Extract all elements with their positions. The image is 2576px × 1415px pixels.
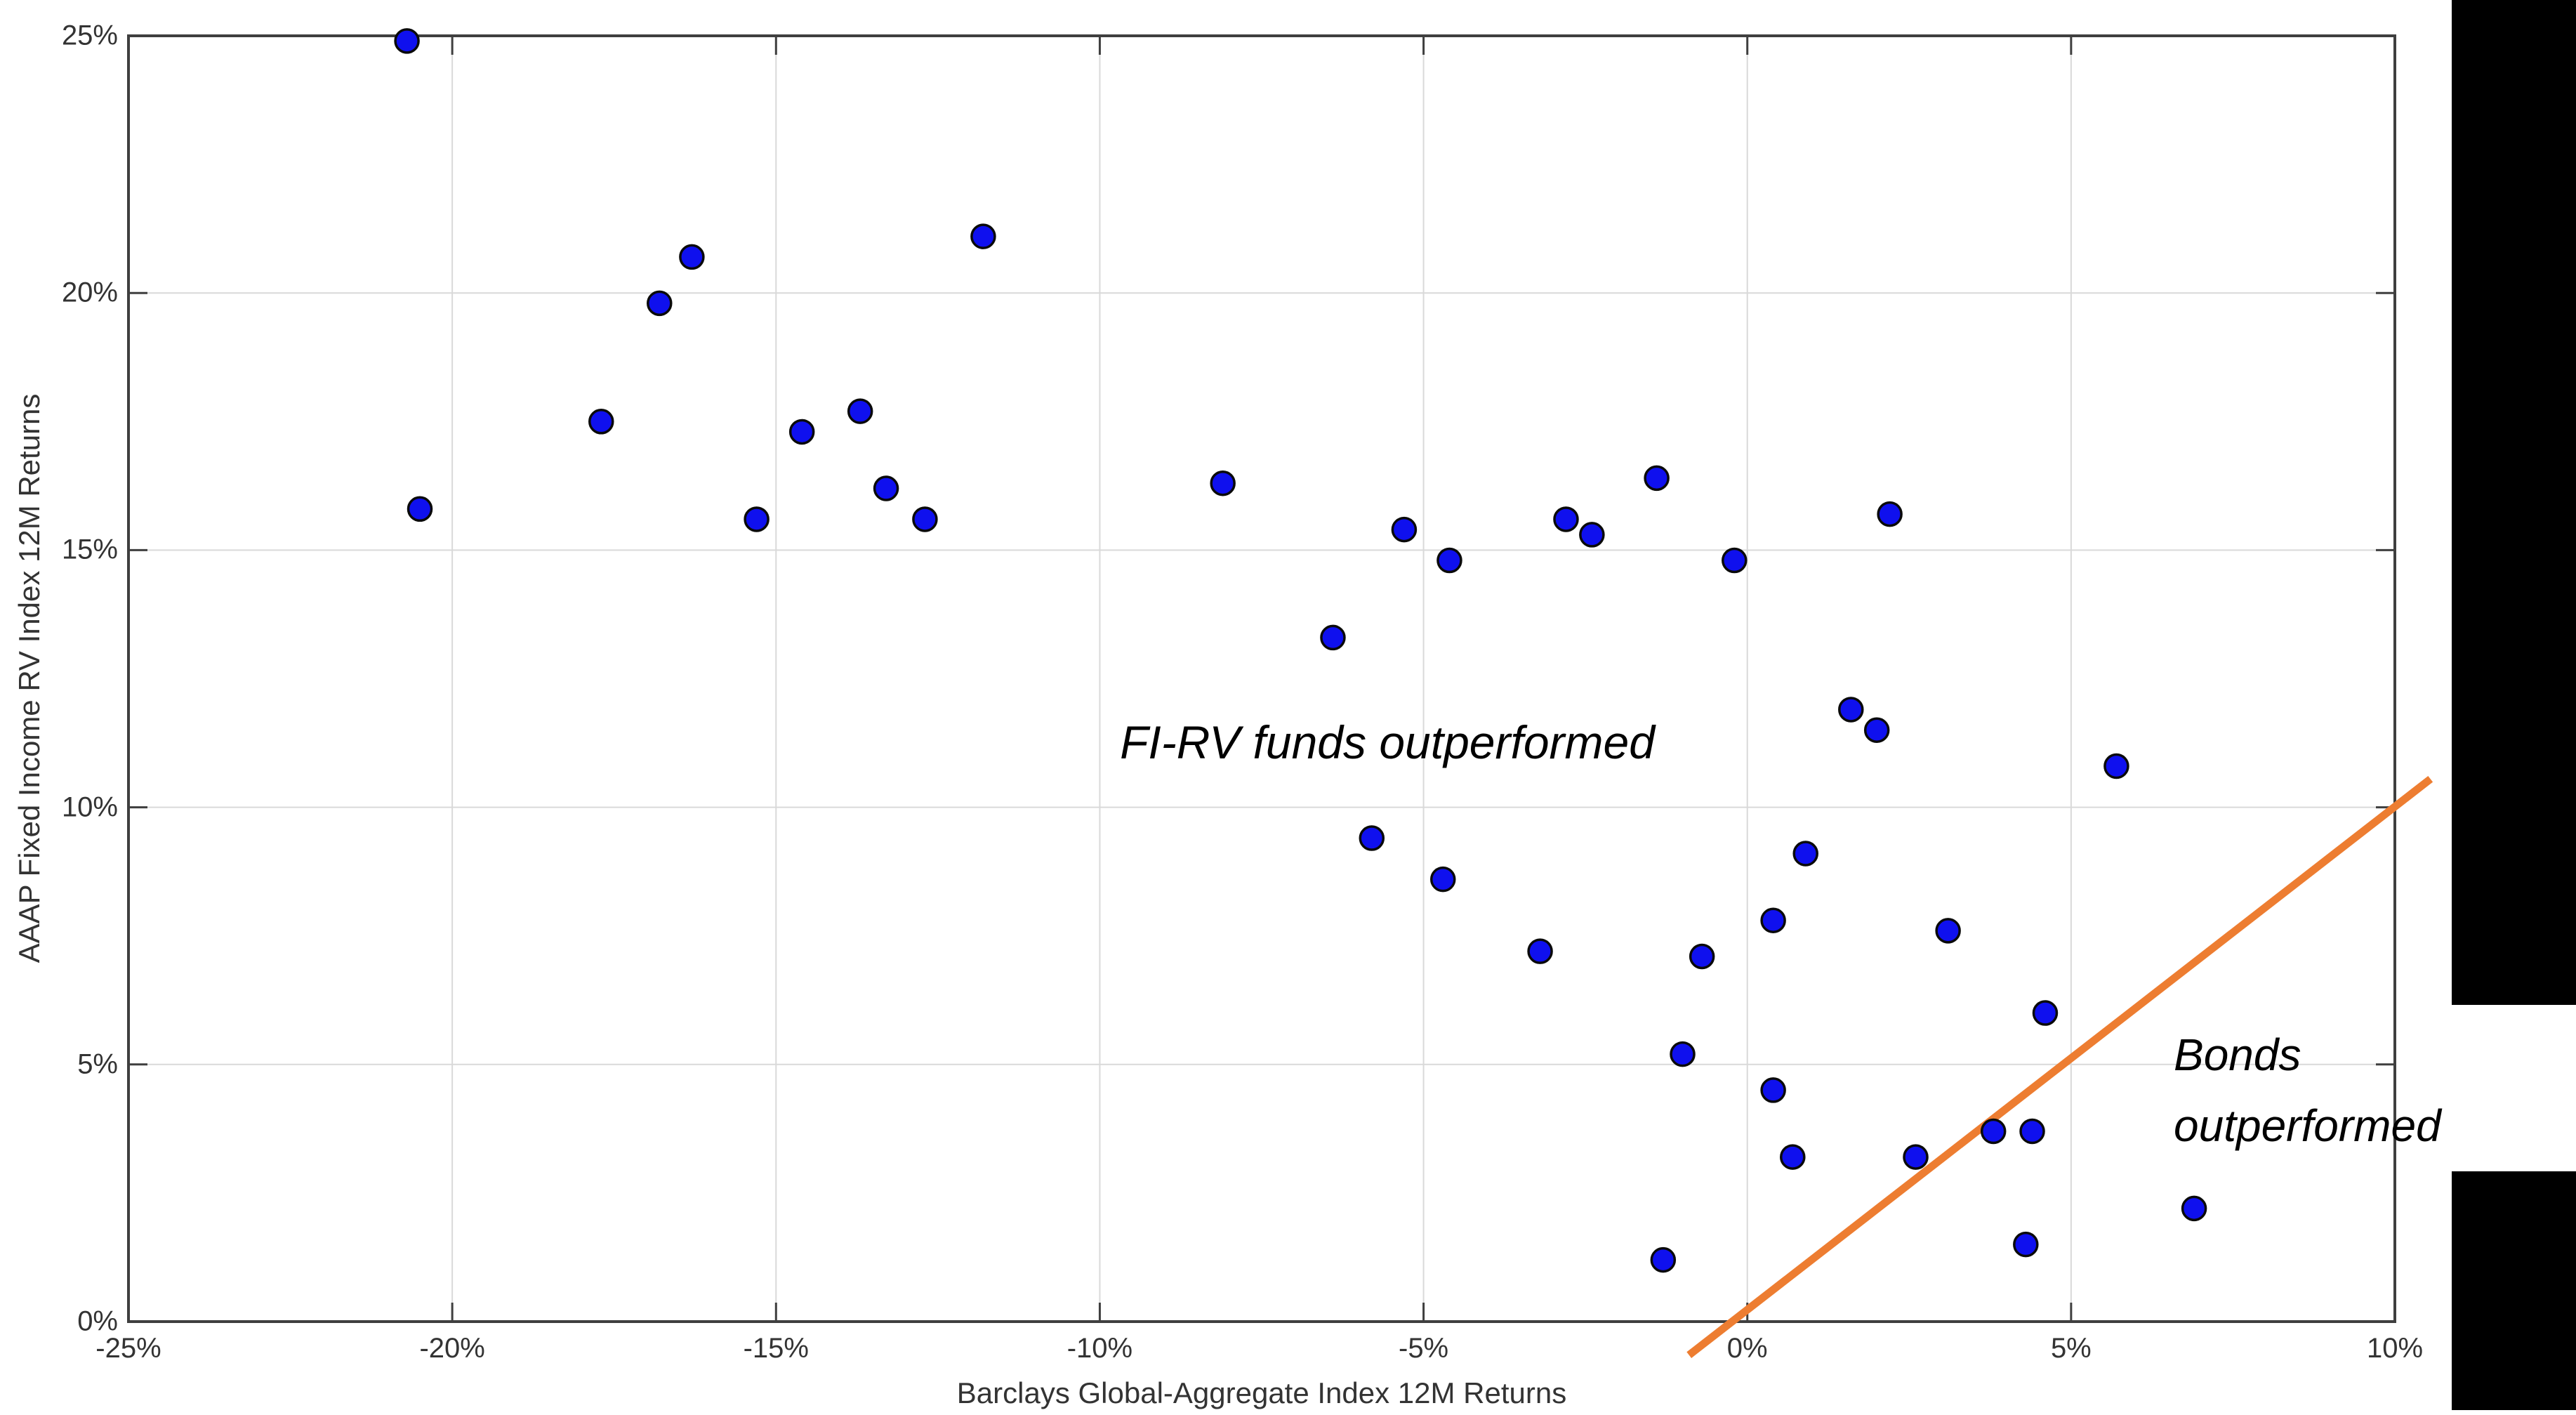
y-tick-label: 0% xyxy=(77,1305,118,1337)
data-point xyxy=(1391,516,1418,543)
annotation-bonds-outperformed: Bonds outperformed xyxy=(2174,1020,2441,1161)
x-axis-title: Barclays Global-Aggregate Index 12M Retu… xyxy=(956,1376,1567,1409)
y-axis-title: AAAP Fixed Income RV Index 12M Returns xyxy=(13,393,46,963)
data-point xyxy=(1935,918,1961,944)
data-point xyxy=(1838,697,1864,723)
data-point xyxy=(2181,1195,2207,1222)
x-tick-label: -20% xyxy=(419,1333,485,1364)
annotation-bonds-line2: outperformed xyxy=(2174,1100,2441,1151)
black-bar-bottom xyxy=(2452,1171,2576,1410)
y-tick-label: 25% xyxy=(61,20,118,51)
data-point xyxy=(1650,1246,1677,1273)
black-bar-top xyxy=(2452,0,2576,1005)
data-point xyxy=(1760,1077,1786,1103)
data-point xyxy=(744,506,770,532)
y-tick-label: 10% xyxy=(61,791,118,823)
x-tick-label: 10% xyxy=(2366,1333,2424,1364)
data-point xyxy=(1670,1041,1696,1067)
data-point xyxy=(1722,547,1748,574)
data-point xyxy=(2019,1118,2045,1145)
data-point xyxy=(788,419,815,445)
data-point xyxy=(2103,753,2129,779)
data-point xyxy=(1320,624,1346,651)
axes-border xyxy=(127,34,2396,1323)
data-point xyxy=(912,506,938,532)
y-tick-label: 5% xyxy=(77,1048,118,1080)
data-point xyxy=(1780,1144,1806,1170)
data-point xyxy=(1210,470,1236,496)
data-point xyxy=(1359,825,1385,851)
data-point xyxy=(1760,907,1786,933)
diagonal-separator-line xyxy=(1686,775,2433,1358)
data-point xyxy=(2013,1231,2039,1258)
x-tick-label: 5% xyxy=(2050,1333,2092,1364)
data-point xyxy=(1579,522,1605,548)
data-point xyxy=(679,244,705,270)
data-point xyxy=(1792,841,1818,867)
y-tick-label: 20% xyxy=(61,277,118,308)
data-point xyxy=(873,475,899,501)
x-tick-label: -15% xyxy=(743,1333,809,1364)
x-tick-label: -25% xyxy=(95,1333,161,1364)
data-point xyxy=(2032,1000,2059,1026)
data-point xyxy=(1553,506,1579,532)
data-point xyxy=(1429,866,1456,893)
x-tick-label: 0% xyxy=(1726,1333,1768,1364)
data-point xyxy=(407,496,433,522)
x-tick-label: -5% xyxy=(1398,1333,1449,1364)
data-point xyxy=(1877,501,1903,527)
data-point xyxy=(1903,1144,1929,1170)
data-point xyxy=(1980,1118,2007,1145)
data-point xyxy=(588,409,614,435)
data-point xyxy=(970,223,996,249)
y-tick-label: 15% xyxy=(61,534,118,565)
data-point xyxy=(1863,717,1890,743)
data-point xyxy=(1436,547,1462,574)
data-point xyxy=(647,290,673,317)
annotation-firv-outperformed: FI-RV funds outperformed xyxy=(1120,716,1655,768)
data-point xyxy=(1644,465,1670,492)
data-point xyxy=(1527,938,1553,964)
data-point xyxy=(847,398,873,424)
data-point xyxy=(394,28,420,54)
data-point xyxy=(1689,943,1715,970)
annotation-bonds-line1: Bonds xyxy=(2174,1029,2301,1080)
x-tick-label: -10% xyxy=(1066,1333,1133,1364)
